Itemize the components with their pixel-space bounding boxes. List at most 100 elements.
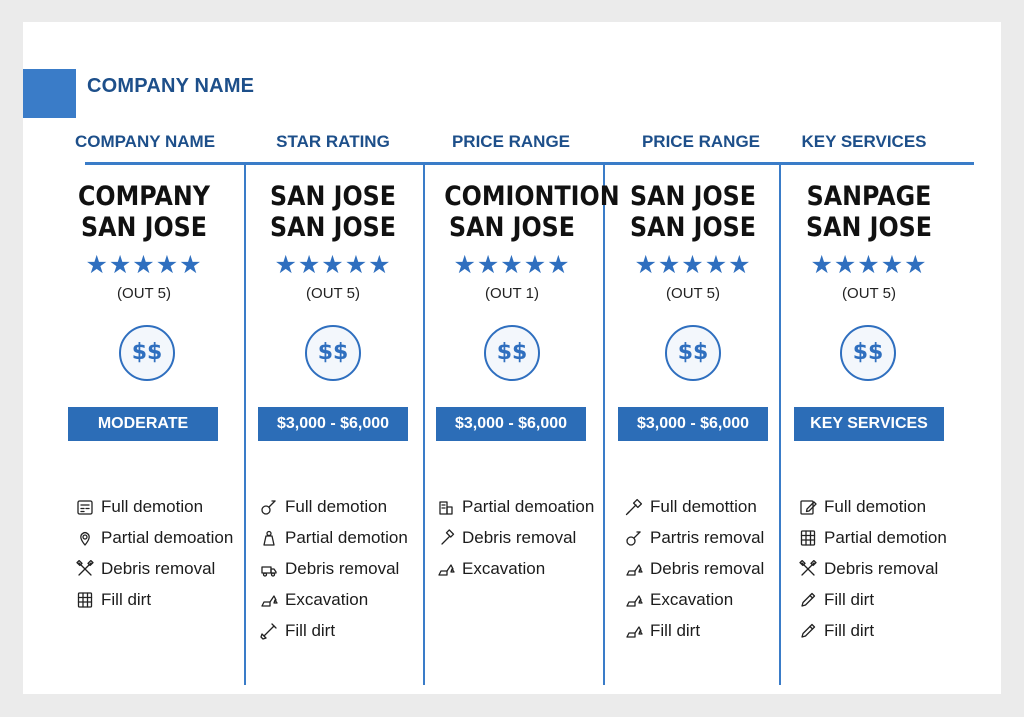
column-divider [423,165,425,685]
header-divider [85,162,974,165]
star-rating: ★★★★★ [453,250,571,279]
rating-text: (OUT 5) [117,285,171,302]
company-title-line1: SAN JOSE [269,181,397,212]
service-label: Full demotion [101,496,204,516]
service-label: Debris removal [462,527,577,547]
price-badge: $3,000 - $6,000 [258,407,408,441]
service-item: Debris removal [437,522,594,553]
service-item: Debris removal [76,553,233,584]
service-item: Partial demoation [76,522,233,553]
service-item: Debris removal [625,553,764,584]
rating-text: (OUT 5) [666,285,720,302]
service-label: Partial demotion [824,527,947,547]
service-label: Debris removal [101,558,216,578]
wrecking-ball-icon [260,498,278,516]
rating-text: (OUT 5) [306,285,360,302]
company-title-line2: SAN JOSE [448,212,576,243]
excavator-icon [437,560,455,578]
shovel-icon [260,622,278,640]
service-label: Debris removal [285,558,400,578]
star-rating: ★★★★★ [634,250,752,279]
location-pin-icon [76,529,94,547]
column-divider [244,165,246,685]
service-item: Fill dirt [260,615,408,646]
service-label: Excavation [462,558,546,578]
hammer-icon [437,528,455,547]
service-item: Partial demoation [437,491,594,522]
service-label: Fill dirt [285,620,336,640]
service-label: Full demotion [285,496,388,516]
company-title-line1: SANPAGE [806,181,932,212]
service-label: Partial demoation [101,527,234,547]
services-list: Partial demoation Debris removal Excavatio… [437,491,594,584]
pencil-icon [799,622,817,640]
service-label: Fill dirt [824,620,875,640]
price-coin-icon: $$ [840,325,896,381]
company-title: SANPAGE SAN JOSE [802,181,936,243]
price-badge: KEY SERVICES [794,407,944,441]
comparison-card: COMPANY NAME COMPANY NAME STAR RATING PR… [23,22,1001,694]
service-item: Partial demotion [260,522,408,553]
rating-text: (OUT 1) [485,285,539,302]
star-rating: ★★★★★ [85,250,203,279]
company-title: SAN JOSE SAN JOSE [264,181,401,243]
company-title-line2: SAN JOSE [805,212,933,243]
wrecking-ball-icon [625,529,643,547]
column-divider [603,165,605,685]
crossed-tools-icon [76,559,94,578]
company-column-5: SANPAGE SAN JOSE ★★★★★ (OUT 5) $$ KEY SE… [793,165,947,685]
service-item: Partris removal [625,522,764,553]
excavator-icon [625,591,643,609]
company-title-line1: COMPANY [78,181,210,212]
company-title-line2: SAN JOSE [269,212,397,243]
service-item: Fill dirt [799,615,947,646]
corner-accent [23,69,76,118]
service-item: Fill dirt [76,584,233,615]
service-item: Debris removal [799,553,947,584]
service-label: Excavation [285,589,369,609]
star-rating: ★★★★★ [274,250,392,279]
company-column-1: COMPANY SAN JOSE ★★★★★ (OUT 5) $$ MODERA… [68,165,233,685]
crossed-tools-icon [799,559,817,578]
company-column-4: SAN JOSE SAN JOSE ★★★★★ (OUT 5) $$ $3,00… [617,165,769,685]
company-title-line1: COMIONTION [444,181,620,212]
price-coin-icon: $$ [484,325,540,381]
price-badge: MODERATE [68,407,218,441]
service-item: Fill dirt [799,584,947,615]
company-column-3: COMIONTION SAN JOSE ★★★★★ (OUT 1) $$ $3,… [435,165,620,685]
price-badge: $3,000 - $6,000 [618,407,768,441]
header-key-services: KEY SERVICES [801,132,927,151]
truck-icon [260,560,278,578]
service-label: Fill dirt [824,589,875,609]
company-title: COMPANY SAN JOSE [77,181,211,243]
service-item: Fill dirt [625,615,764,646]
service-label: Full demottion [650,496,757,516]
header-company-name: COMPANY NAME [74,132,216,151]
company-title-line1: SAN JOSE [629,181,757,212]
service-item: Full demotion [260,491,408,522]
company-title-line2: SAN JOSE [629,212,757,243]
pencil-icon [799,591,817,609]
price-coin-icon: $$ [665,325,721,381]
company-title: COMIONTION SAN JOSE [444,181,620,243]
edit-icon [799,498,817,516]
price-coin-icon: $$ [119,325,175,381]
service-item: Partial demotion [799,522,947,553]
service-label: Full demotion [824,496,927,516]
service-label: Fill dirt [101,589,152,609]
company-title: SAN JOSE SAN JOSE [626,181,760,243]
service-item: Full demotion [76,491,233,522]
company-column-2: SAN JOSE SAN JOSE ★★★★★ (OUT 5) $$ $3,00… [255,165,411,685]
service-label: Excavation [650,589,734,609]
service-label: Fill dirt [650,620,701,640]
price-badge: $3,000 - $6,000 [436,407,586,441]
header-star-rating: STAR RATING [276,132,390,151]
grid-doc-icon [799,529,817,547]
rating-text: (OUT 5) [842,285,896,302]
calculator-icon [76,498,94,516]
service-label: Partris removal [650,527,765,547]
services-list: Full demotion Partial demoation Debris rem… [76,491,233,615]
service-label: Partial demoation [462,496,595,516]
header-price-range-2: PRICE RANGE [641,132,761,151]
services-list: Full demotion Partial demotion Debris remo… [260,491,408,646]
